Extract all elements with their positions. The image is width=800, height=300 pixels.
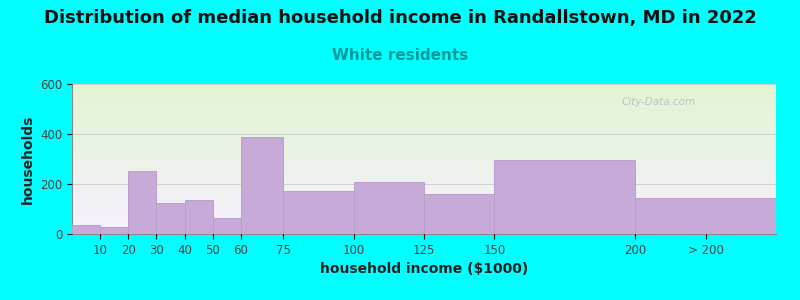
Bar xyxy=(72,225,100,234)
Bar xyxy=(157,203,185,234)
Bar xyxy=(213,218,241,234)
Bar xyxy=(494,160,635,234)
Bar xyxy=(185,200,213,234)
Text: City-Data.com: City-Data.com xyxy=(621,97,695,107)
Bar xyxy=(424,194,494,234)
Text: White residents: White residents xyxy=(332,48,468,63)
Text: Distribution of median household income in Randallstown, MD in 2022: Distribution of median household income … xyxy=(43,9,757,27)
X-axis label: household income ($1000): household income ($1000) xyxy=(320,262,528,276)
Bar xyxy=(283,191,354,234)
Bar xyxy=(635,198,776,234)
Bar xyxy=(354,182,424,234)
Bar xyxy=(241,137,283,234)
Bar xyxy=(128,171,157,234)
Y-axis label: households: households xyxy=(21,114,34,204)
Bar xyxy=(100,227,128,234)
